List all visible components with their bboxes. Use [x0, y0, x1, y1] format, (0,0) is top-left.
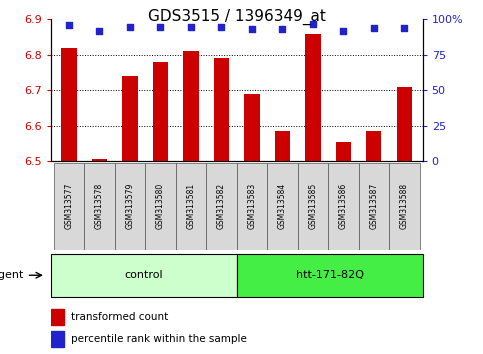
Point: [400, 25, 408, 31]
Bar: [145, 163, 176, 250]
Bar: [115, 163, 145, 250]
Bar: [206, 163, 237, 250]
Point: [279, 27, 286, 32]
Point: [96, 28, 103, 34]
Point: [217, 24, 225, 29]
Text: GSM313584: GSM313584: [278, 183, 287, 229]
Point: [187, 24, 195, 29]
Text: control: control: [125, 270, 163, 280]
Bar: [54, 163, 84, 250]
Text: GSM313579: GSM313579: [126, 183, 134, 229]
Point: [156, 24, 164, 29]
Bar: [214, 58, 229, 161]
Text: GDS3515 / 1396349_at: GDS3515 / 1396349_at: [148, 9, 326, 25]
Text: GSM313578: GSM313578: [95, 183, 104, 229]
Bar: [275, 131, 290, 161]
Bar: [305, 34, 321, 161]
Text: GSM313581: GSM313581: [186, 183, 196, 229]
Bar: [389, 163, 420, 250]
Text: percentile rank within the sample: percentile rank within the sample: [71, 334, 247, 344]
Text: agent: agent: [0, 270, 24, 280]
Text: GSM313583: GSM313583: [247, 183, 256, 229]
Bar: [267, 163, 298, 250]
Text: transformed count: transformed count: [71, 312, 169, 322]
Bar: [176, 163, 206, 250]
Point: [370, 25, 378, 31]
Text: GSM313582: GSM313582: [217, 183, 226, 229]
Text: htt-171-82Q: htt-171-82Q: [296, 270, 364, 280]
Bar: [336, 142, 351, 161]
Bar: [51, 254, 237, 297]
Point: [248, 27, 256, 32]
Bar: [92, 159, 107, 161]
Point: [309, 21, 317, 27]
Bar: [184, 51, 199, 161]
Text: GSM313588: GSM313588: [400, 183, 409, 229]
Bar: [51, 331, 64, 347]
Bar: [237, 254, 423, 297]
Bar: [51, 309, 64, 325]
Text: GSM313586: GSM313586: [339, 183, 348, 229]
Bar: [61, 48, 77, 161]
Point: [340, 28, 347, 34]
Text: GSM313577: GSM313577: [65, 183, 73, 229]
Point: [126, 24, 134, 29]
Bar: [153, 62, 168, 161]
Bar: [237, 163, 267, 250]
Bar: [358, 163, 389, 250]
Bar: [244, 94, 259, 161]
Bar: [84, 163, 115, 250]
Text: GSM313587: GSM313587: [369, 183, 378, 229]
Bar: [122, 76, 138, 161]
Bar: [298, 163, 328, 250]
Bar: [366, 131, 382, 161]
Bar: [397, 87, 412, 161]
Bar: [328, 163, 358, 250]
Point: [65, 22, 73, 28]
Text: GSM313585: GSM313585: [308, 183, 317, 229]
Text: GSM313580: GSM313580: [156, 183, 165, 229]
